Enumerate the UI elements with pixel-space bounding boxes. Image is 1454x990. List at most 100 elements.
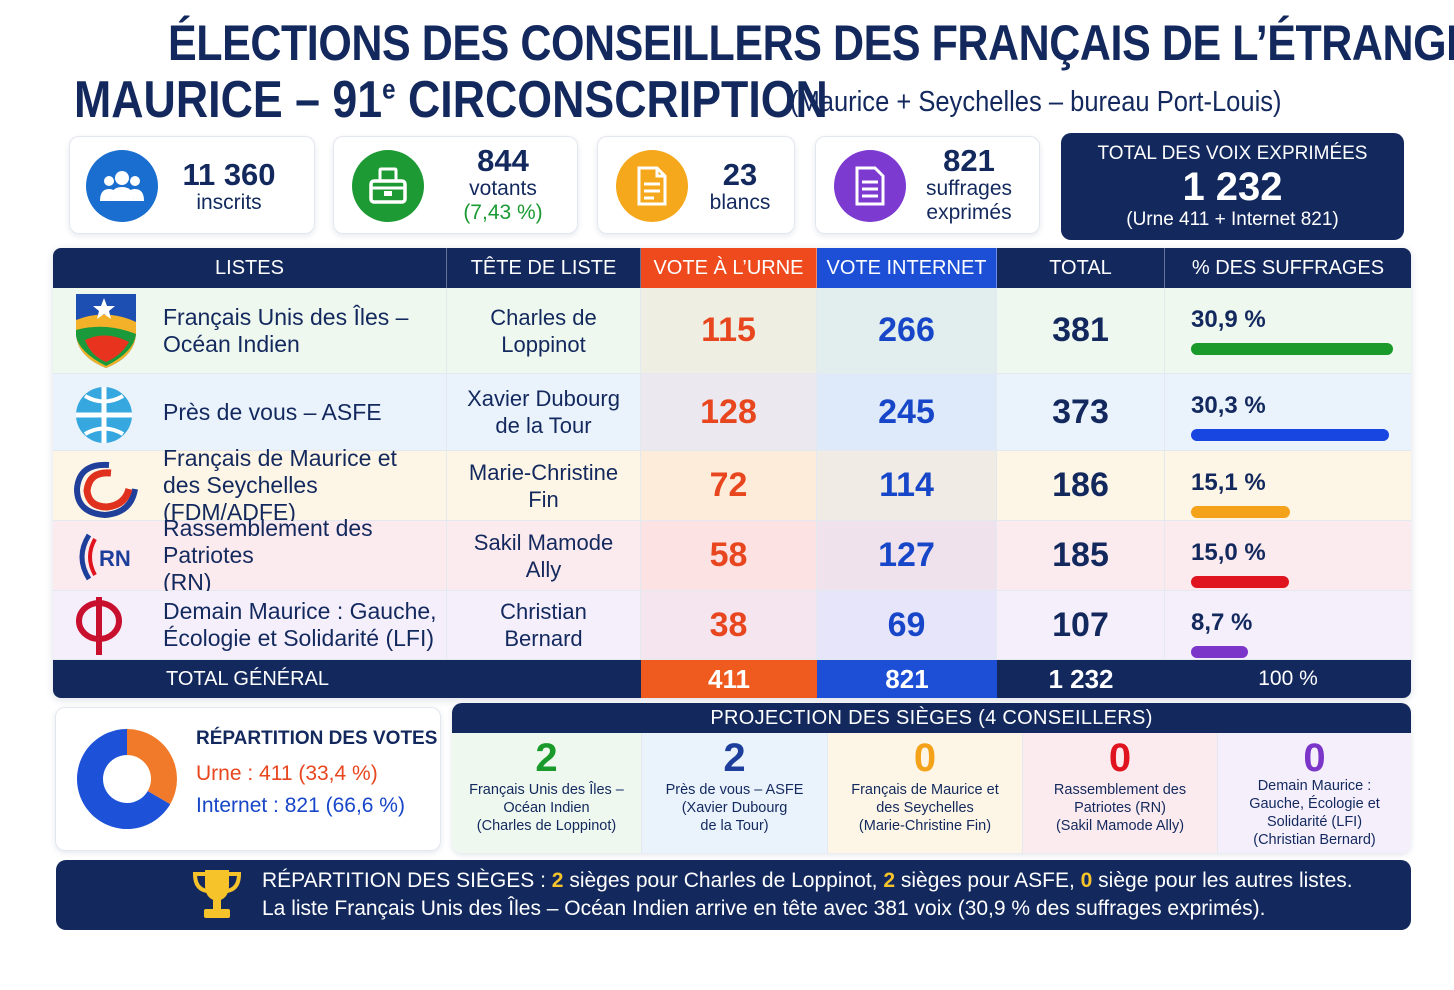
list-head-line-1: Marie-Christine <box>468 459 619 485</box>
donut-urne-label: Urne : 411 (33,4 %) <box>196 762 378 785</box>
stat-card-blancs: 23 blancs <box>597 136 795 234</box>
vote-percentage: 8,7 % <box>1165 591 1411 659</box>
donut-internet-label: Internet : 821 (66,6 %) <box>196 794 405 817</box>
footer-total: 1 232 <box>1048 663 1114 694</box>
seat-count: 2 <box>535 736 558 780</box>
vote-urne: 72 <box>641 451 817 520</box>
seat-label-line: de la Tour) <box>700 818 769 834</box>
vote-distribution-card: RÉPARTITION DES VOTES Urne : 411 (33,4 %… <box>55 707 441 851</box>
percentage-bar <box>1191 506 1290 518</box>
header-listes: LISTES <box>53 248 447 288</box>
percentage-label: 8,7 % <box>1191 609 1253 636</box>
footer-internet: 821 <box>817 660 997 698</box>
title-note: (Maurice + Seychelles – bureau Port-Loui… <box>790 86 1282 118</box>
seat-label-line: Demain Maurice : <box>1257 778 1372 794</box>
list-head-line-2: Ally <box>525 556 562 582</box>
party-logo-icon <box>71 382 137 453</box>
total-votes-value: 1 232 <box>1182 165 1283 209</box>
banner-line-2: La liste Français Unis des Îles – Océan … <box>262 897 1266 920</box>
list-head-line-2: Fin <box>528 486 559 512</box>
seat-label-line: Français Unis des Îles – <box>469 782 624 798</box>
list-name-line-1: Près de vous – ASFE <box>163 398 382 425</box>
seat-label-line: (Marie-Christine Fin) <box>858 818 992 834</box>
vote-total: 373 <box>997 374 1165 450</box>
donut-urne-slice <box>127 729 177 805</box>
list-name-line-1: Français de Maurice et <box>163 445 397 471</box>
list-name-line-2: (RN) <box>163 569 212 595</box>
list-name: Français Unis des Îles – Océan Indien <box>53 288 447 373</box>
vote-urne: 38 <box>641 591 817 659</box>
seat-summary-banner: RÉPARTITION DES SIÈGES : 2 sièges pour C… <box>56 860 1411 930</box>
document-icon <box>616 150 688 222</box>
banner-l1-f: 0 <box>1080 869 1093 892</box>
table-row: Français de Maurice et des Seychelles (FD… <box>53 445 1411 525</box>
percentage-bar <box>1191 576 1289 588</box>
list-name: Rassemblement des Patriotes (RN) <box>53 515 447 595</box>
banner-l1-a: RÉPARTITION DES SIÈGES : <box>262 869 552 892</box>
header-pct: % DES SUFFRAGES <box>1191 256 1385 279</box>
vote-internet: 245 <box>817 374 997 450</box>
seat-count: 0 <box>1108 736 1132 780</box>
total-votes-breakdown: (Urne 411 + Internet 821) <box>1126 209 1339 230</box>
list-head: Xavier Dubourg de la Tour <box>447 374 641 450</box>
exprimes-value: 821 <box>943 143 995 178</box>
votants-percentage: (7,43 %) <box>463 201 543 224</box>
seat-label-line: (Christian Bernard) <box>1253 832 1376 848</box>
vote-percentage: 30,3 % <box>1165 374 1411 450</box>
votants-value: 844 <box>477 143 529 178</box>
vote-urne: 115 <box>641 288 817 373</box>
vote-percentage: 15,1 % <box>1165 451 1411 520</box>
list-head-line-1: Xavier Dubourg <box>467 386 620 411</box>
stat-card-inscrits: 11 360 inscrits <box>69 136 315 234</box>
list-head-line-2: Bernard <box>504 626 583 651</box>
vote-total: 107 <box>997 591 1165 659</box>
header-internet: VOTE INTERNET <box>817 248 997 288</box>
banner-l1-e: sièges pour ASFE, <box>895 869 1081 892</box>
table-header: LISTES TÊTE DE LISTE VOTE À L’URNE VOTE … <box>53 248 1411 288</box>
list-name-line-1: Demain Maurice : Gauche, <box>163 598 437 624</box>
vote-urne: 58 <box>641 521 817 590</box>
subtitle-rest: CIRCONSCRIPTION <box>395 71 828 129</box>
list-name: Français de Maurice et des Seychelles (FD… <box>53 445 447 525</box>
footer-label: TOTAL GÉNÉRAL <box>166 667 330 690</box>
list-name-line-1: Rassemblement des Patriotes <box>163 515 373 568</box>
banner-line-1: RÉPARTITION DES SIÈGES : 2 sièges pour C… <box>262 869 1353 893</box>
footer-urne: 411 <box>641 660 817 698</box>
inscrits-label: inscrits <box>196 191 262 214</box>
seat-label-line: Gauche, Écologie et <box>1249 796 1380 812</box>
svg-text:RN: RN <box>99 546 131 571</box>
blancs-label: blancs <box>709 191 771 214</box>
percentage-label: 15,0 % <box>1191 539 1266 566</box>
seat-projection-item: 0 Demain Maurice : Gauche, Écologie et Soli… <box>1218 733 1411 853</box>
percentage-label: 15,1 % <box>1191 469 1266 496</box>
inscrits-value: 11 360 <box>182 157 276 192</box>
table-row: Demain Maurice : Gauche, Écologie et Soli… <box>53 591 1411 660</box>
vote-urne: 128 <box>641 374 817 450</box>
seat-projection-item: 2 Français Unis des Îles – Océan Indien (Ch… <box>452 733 642 853</box>
seat-label-line: Près de vous – ASFE <box>665 782 804 798</box>
header-urne: VOTE À L’URNE <box>641 248 817 288</box>
list-head: Christian Bernard <box>447 591 641 659</box>
exprimes-label-2: exprimés <box>926 201 1012 224</box>
list-head-line-1: Charles de <box>490 304 597 330</box>
page-title: ÉLECTIONS DES CONSEILLERS DES FRANÇAIS D… <box>168 15 1454 71</box>
exprimes-label-1: suffrages <box>926 177 1012 200</box>
subtitle-main: MAURICE – 91 <box>74 71 383 129</box>
seat-projection-item: 2 Près de vous – ASFE (Xavier Dubourg de la… <box>642 733 828 853</box>
list-head-line-1: Christian <box>500 599 587 624</box>
party-logo-icon <box>71 290 141 375</box>
percentage-bar <box>1191 343 1393 355</box>
list-head-line-2: de la Tour <box>495 413 592 438</box>
list-name-line-2: Écologie et Solidarité (LFI) <box>163 625 435 651</box>
banner-l1-b: 2 <box>551 869 564 892</box>
blancs-value: 23 <box>722 157 758 192</box>
seat-label-line: (Sakil Mamode Ally) <box>1055 818 1185 834</box>
seat-label-line: Rassemblement des <box>1053 782 1187 798</box>
document-lines-icon <box>834 150 906 222</box>
vote-internet: 266 <box>817 288 997 373</box>
vote-percentage: 30,9 % <box>1165 288 1411 373</box>
total-votes-card: TOTAL DES VOIX EXPRIMÉES 1 232 (Urne 411… <box>1061 133 1404 240</box>
footer-pct: 100 % <box>1258 667 1318 690</box>
vote-internet: 127 <box>817 521 997 590</box>
list-head: Marie-Christine Fin <box>447 451 641 520</box>
